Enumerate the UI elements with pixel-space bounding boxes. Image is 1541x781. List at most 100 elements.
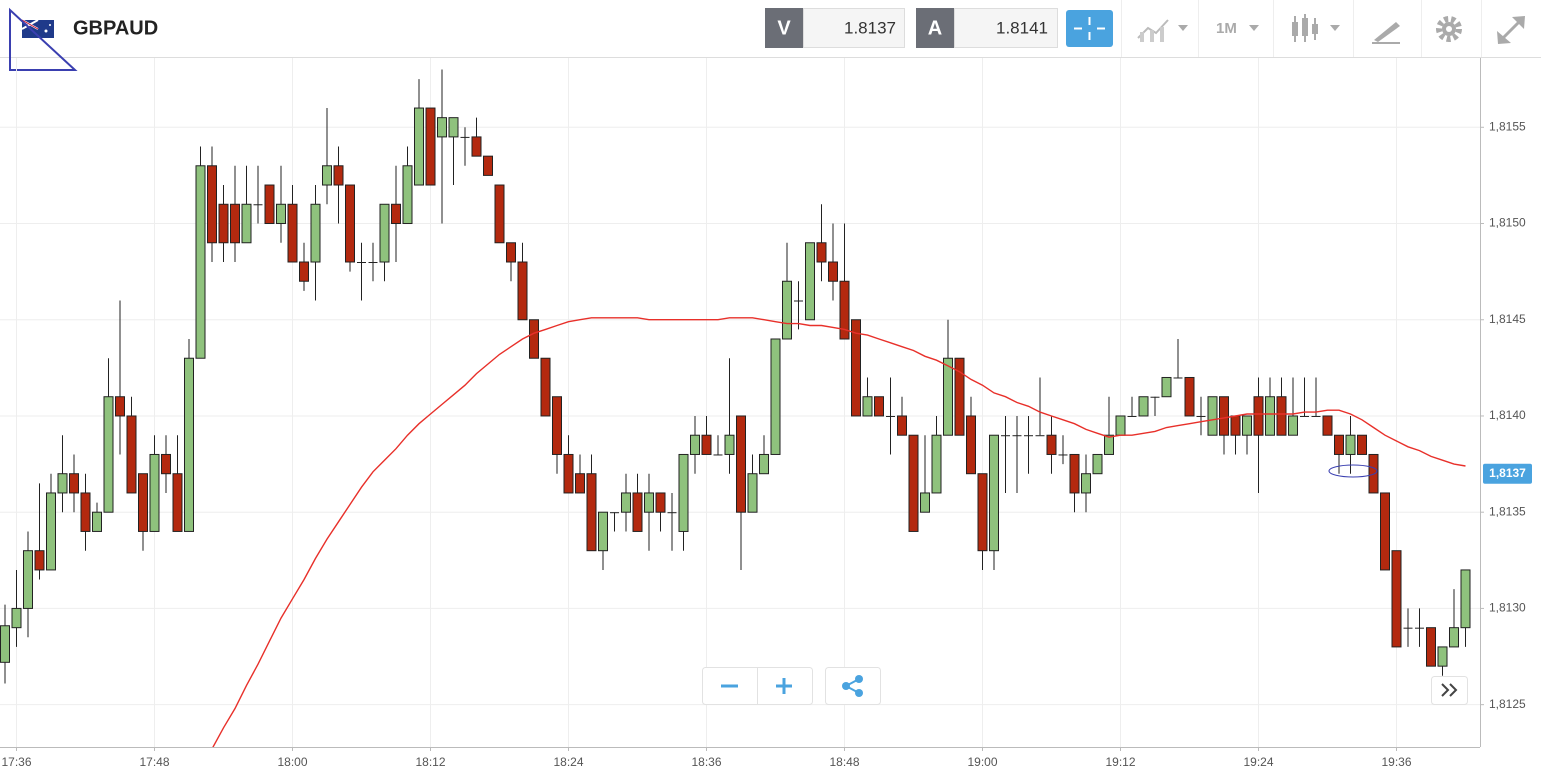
candle-body	[713, 454, 723, 456]
candle-body	[207, 165, 217, 244]
candle-body	[333, 165, 344, 186]
crosshair-button[interactable]	[1066, 10, 1113, 47]
candle-body	[1253, 396, 1264, 436]
candle-body	[437, 117, 447, 138]
candle-body	[115, 396, 125, 417]
candle-body	[1046, 434, 1057, 455]
settings-button[interactable]	[1436, 16, 1462, 42]
candle-body	[34, 550, 45, 571]
candle-body	[770, 338, 781, 455]
candle-body	[1437, 646, 1448, 667]
chart-type-button[interactable]	[1137, 19, 1188, 42]
candle-body	[1380, 492, 1390, 571]
x-tick-label: 18:36	[691, 755, 721, 769]
y-tick-label: 1,8125	[1489, 697, 1526, 711]
candle-body	[230, 203, 240, 244]
candle-body	[575, 473, 585, 494]
candle-body	[460, 136, 470, 138]
candle-body	[1345, 434, 1356, 455]
candle-body	[1207, 396, 1218, 436]
ask-box[interactable]	[916, 8, 954, 48]
candle-body	[357, 262, 366, 264]
candle-body	[886, 415, 895, 417]
candle-body	[1242, 415, 1252, 436]
candle-body	[345, 184, 355, 263]
candle-body	[506, 242, 516, 263]
y-tick-label: 1,8140	[1489, 408, 1526, 422]
candle-body	[1276, 396, 1287, 436]
x-tick-label: 18:00	[277, 755, 307, 769]
last-price-label: 1,8137	[1489, 466, 1526, 480]
ask-price: 1.8141	[996, 18, 1048, 37]
candle-body	[172, 473, 183, 532]
zoom-controls	[702, 667, 881, 705]
candle-body	[391, 203, 401, 225]
draw-tool-button[interactable]	[1372, 22, 1400, 44]
candle-body	[483, 155, 493, 176]
candle-body	[794, 300, 803, 302]
candle-body	[851, 319, 861, 417]
y-tick-label: 1,8150	[1489, 216, 1526, 230]
candle-style-button[interactable]	[1292, 14, 1340, 42]
candle-body	[610, 512, 619, 514]
timeframe-button[interactable]: 1M	[1216, 20, 1259, 37]
candle-body	[805, 242, 815, 321]
candle-body	[724, 434, 735, 455]
bid-field	[803, 8, 905, 48]
bid-price: 1.8137	[844, 18, 896, 37]
bid-letter: V	[777, 17, 791, 39]
candle-body	[1069, 453, 1080, 494]
candle-body	[23, 550, 33, 609]
candle-body	[1115, 415, 1126, 436]
ask-field	[954, 8, 1058, 48]
candle-body	[1184, 376, 1195, 417]
last-price-tag	[1483, 463, 1532, 484]
flag-icon	[21, 19, 54, 38]
candle-body	[184, 357, 194, 532]
x-tick-label: 19:24	[1243, 755, 1273, 769]
candle-body	[839, 280, 850, 340]
candle-body	[1104, 434, 1114, 455]
candle-body	[138, 473, 148, 532]
candle-body	[310, 203, 321, 263]
candle-body	[529, 319, 539, 359]
candle-body	[402, 165, 413, 225]
x-tick-label: 17:36	[1, 755, 31, 769]
candle-body	[1150, 396, 1160, 398]
candle-body	[1161, 376, 1172, 398]
candle-body	[828, 261, 838, 282]
candle-body	[1230, 415, 1241, 436]
x-tick-label: 18:48	[829, 755, 859, 769]
candle-body	[736, 415, 746, 513]
candle-body	[931, 434, 942, 494]
fullscreen-button[interactable]	[1497, 16, 1525, 44]
zoom-in-button[interactable]	[776, 678, 792, 694]
candle-body	[977, 473, 988, 552]
axes: 1,8125 1,8130 1,8135 1,8140 1,8145 1,8150 1,81…	[0, 58, 1532, 769]
y-tick-label: 1,8130	[1489, 601, 1526, 615]
annotation-ellipse	[1328, 464, 1378, 478]
corner-triangle	[9, 7, 78, 71]
candle-body	[1081, 473, 1091, 494]
bid-box[interactable]	[765, 8, 803, 48]
share-button[interactable]	[825, 667, 881, 705]
candle-body	[816, 242, 827, 263]
candle-body	[943, 357, 953, 436]
candle-body	[1265, 396, 1275, 436]
candle-body	[126, 415, 137, 494]
candle-body	[494, 184, 505, 244]
candle-body	[1426, 627, 1436, 667]
candle-body	[1092, 453, 1103, 475]
candle-body	[1391, 550, 1402, 648]
candle-body	[1322, 415, 1333, 436]
candle-body	[1460, 569, 1471, 629]
candle-body	[1058, 454, 1068, 456]
candle-body	[655, 492, 666, 513]
candle-body	[759, 453, 769, 475]
symbol: GBPAUD	[73, 17, 158, 39]
candle-body	[1357, 434, 1367, 455]
candle-body	[0, 625, 10, 663]
scroll-right-button[interactable]	[1431, 676, 1468, 705]
candle-body	[1403, 627, 1413, 629]
